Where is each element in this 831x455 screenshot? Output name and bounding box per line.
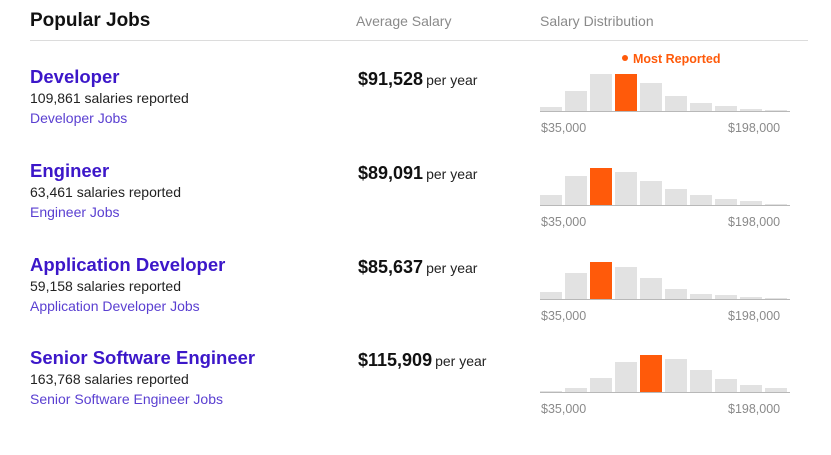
job-listings-link[interactable]: Engineer Jobs: [30, 204, 120, 220]
histogram-bar: [765, 388, 787, 393]
job-row-developer: Developer 109,861 salaries reported Deve…: [0, 66, 831, 160]
histogram-bar-most-reported: [590, 262, 612, 300]
salary-unit: per year: [426, 166, 478, 182]
histogram-bar-most-reported: [640, 355, 662, 393]
average-salary: $85,637 per year: [358, 257, 477, 278]
job-title-link[interactable]: Engineer: [30, 160, 110, 181]
histogram-bar-most-reported: [615, 74, 637, 112]
histogram-bar: [640, 181, 662, 206]
salary-histogram: [540, 66, 790, 112]
range-max-label: $198,000: [728, 121, 781, 135]
range-min-label: $35,000: [541, 215, 587, 229]
average-salary: $89,091 per year: [358, 163, 477, 184]
salaries-reported-count: 163,768 salaries reported: [30, 371, 189, 387]
histogram-bar: [565, 176, 587, 206]
histogram-bar: [740, 109, 762, 112]
histogram-bar: [565, 388, 587, 393]
histogram-baseline: [540, 299, 790, 300]
job-title-link[interactable]: Developer: [30, 66, 120, 87]
histogram-bar: [540, 292, 562, 300]
histogram-bar: [615, 362, 637, 393]
job-row-application-developer: Application Developer 59,158 salaries re…: [0, 254, 831, 348]
header-divider: [30, 40, 808, 41]
histogram-bar: [740, 201, 762, 206]
histogram-bar: [715, 295, 737, 300]
histogram-bar: [540, 107, 562, 112]
average-salary-column-header: Average Salary: [356, 13, 452, 29]
salary-unit: per year: [435, 353, 487, 369]
salary-distribution-column-header: Salary Distribution: [540, 13, 654, 29]
range-min-label: $35,000: [541, 402, 587, 416]
histogram-bar-most-reported: [590, 168, 612, 206]
histogram-bar: [690, 195, 712, 206]
salary-amount: $89,091: [358, 163, 424, 183]
salary-histogram: [540, 347, 790, 393]
range-max-label: $198,000: [728, 402, 781, 416]
most-reported-marker: Most Reported: [622, 52, 721, 66]
average-salary: $115,909 per year: [358, 350, 486, 371]
histogram-baseline: [540, 392, 790, 393]
salary-amount: $85,637: [358, 257, 424, 277]
job-listings-link[interactable]: Senior Software Engineer Jobs: [30, 391, 223, 407]
salaries-reported-count: 63,461 salaries reported: [30, 184, 181, 200]
job-listings-link[interactable]: Application Developer Jobs: [30, 298, 200, 314]
histogram-bar: [640, 83, 662, 112]
salary-histogram: [540, 254, 790, 300]
histogram-bar: [565, 91, 587, 112]
histogram-bar: [665, 289, 687, 300]
job-title-link[interactable]: Senior Software Engineer: [30, 347, 256, 368]
range-max-label: $198,000: [728, 215, 781, 229]
salary-amount: $91,528: [358, 69, 424, 89]
histogram-bar: [690, 103, 712, 112]
histogram-bar: [715, 199, 737, 206]
salary-unit: per year: [426, 72, 478, 88]
histogram-bar: [590, 74, 612, 112]
histogram-bar: [565, 273, 587, 300]
average-salary: $91,528 per year: [358, 69, 477, 90]
most-reported-label: Most Reported: [633, 52, 721, 66]
salary-histogram: [540, 160, 790, 206]
histogram-bar: [715, 106, 737, 112]
range-max-label: $198,000: [728, 309, 781, 323]
histogram-baseline: [540, 205, 790, 206]
histogram-bar: [740, 297, 762, 300]
histogram-bar: [665, 189, 687, 206]
salaries-reported-count: 59,158 salaries reported: [30, 278, 181, 294]
histogram-bar: [540, 195, 562, 206]
histogram-bar: [640, 278, 662, 300]
job-listings-link[interactable]: Developer Jobs: [30, 110, 128, 126]
histogram-bar: [665, 96, 687, 112]
histogram-bar: [665, 359, 687, 393]
histogram-bar: [740, 385, 762, 393]
job-title-link[interactable]: Application Developer: [30, 254, 226, 275]
histogram-bar: [615, 172, 637, 206]
job-row-senior-software-engineer: Senior Software Engineer 163,768 salarie…: [0, 347, 831, 441]
page-title: Popular Jobs: [30, 10, 151, 31]
salary-unit: per year: [426, 260, 478, 276]
range-min-label: $35,000: [541, 309, 587, 323]
range-min-label: $35,000: [541, 121, 587, 135]
histogram-bar: [615, 267, 637, 300]
job-row-engineer: Engineer 63,461 salaries reported Engine…: [0, 160, 831, 254]
histogram-bar: [715, 379, 737, 393]
histogram-bar: [690, 294, 712, 300]
histogram-bar: [590, 378, 612, 393]
salaries-reported-count: 109,861 salaries reported: [30, 90, 189, 106]
histogram-baseline: [540, 111, 790, 112]
dot-icon: [622, 55, 628, 61]
salary-amount: $115,909: [358, 350, 433, 370]
histogram-bar: [690, 370, 712, 393]
